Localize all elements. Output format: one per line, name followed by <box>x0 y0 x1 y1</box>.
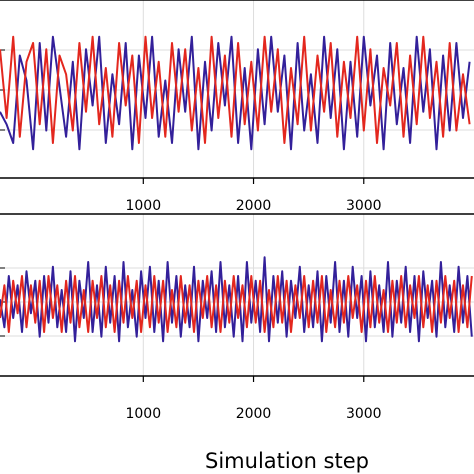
top-panel: 1000 2000 3000 <box>0 0 474 214</box>
x-tick-label: 3000 <box>346 198 382 214</box>
x-tick-label: 2000 <box>236 198 272 214</box>
bottom-panel: 1000 2000 3000 <box>0 213 474 422</box>
x-tick-label: 2000 <box>236 406 272 422</box>
x-axis-label: Simulation step <box>205 449 369 473</box>
series-line-2 <box>0 275 473 333</box>
x-tick-label: 1000 <box>125 406 161 422</box>
x-tick-label: 1000 <box>125 198 161 214</box>
series-line-2 <box>0 35 471 144</box>
x-tick-label: 3000 <box>346 406 382 422</box>
